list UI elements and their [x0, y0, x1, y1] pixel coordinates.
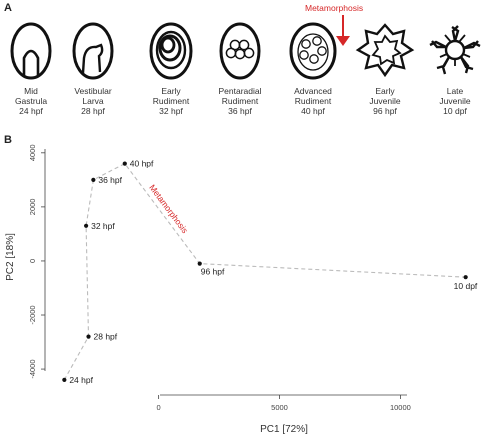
stage-time: 40 hpf	[301, 106, 325, 116]
stage-caption-late-juvenile: Late Juvenile 10 dpf	[425, 86, 485, 116]
stage-caption-pentaradial-rudiment: Pentaradial Rudiment 36 hpf	[210, 86, 270, 116]
point-label: 32 hpf	[91, 221, 115, 231]
stage-name-line1: Pentaradial	[218, 86, 262, 96]
stage-caption-advanced-rudiment: Advanced Rudiment 40 hpf	[283, 86, 343, 116]
metamorphosis-header-label: Metamorphosis	[305, 3, 364, 13]
panel-b-label: B	[4, 134, 12, 146]
y-axis-title: PC2 [18%]	[5, 233, 16, 281]
stage-name-line2: Juvenile	[369, 96, 401, 106]
early-juvenile-icon	[355, 23, 415, 78]
vestibular-larva-icon	[72, 22, 114, 80]
x-tick-label: 5000	[271, 403, 288, 412]
pentaradial-rudiment-icon	[219, 22, 261, 80]
stage-time: 24 hpf	[19, 106, 43, 116]
early-rudiment-icon	[149, 22, 193, 80]
stage-caption-early-juvenile: Early Juvenile 96 hpf	[355, 86, 415, 116]
data-point	[463, 275, 468, 280]
metamorphosis-plot-label: Metamorphosis	[147, 183, 190, 235]
data-point	[122, 161, 127, 166]
stage-name-line1: Advanced	[294, 86, 332, 96]
stage-caption-early-rudiment: Early Rudiment 32 hpf	[141, 86, 201, 116]
point-label: 10 dpf	[454, 281, 478, 291]
y-tick-label: 0	[28, 259, 37, 263]
stage-name-line1: Early	[375, 86, 395, 96]
point-label: 40 hpf	[130, 159, 154, 169]
point-label: 28 hpf	[94, 332, 118, 342]
stage-time: 96 hpf	[373, 106, 397, 116]
stage-name-line2: Juvenile	[439, 96, 471, 106]
data-point	[86, 334, 91, 339]
stage-name-line2: Rudiment	[294, 96, 332, 106]
stage-caption-vestibular-larva: Vestibular Larva 28 hpf	[63, 86, 123, 116]
late-juvenile-icon	[429, 25, 481, 75]
y-tick-label: -2000	[28, 305, 37, 324]
x-tick-label: 0	[157, 403, 161, 412]
stage-name-line2: Rudiment	[152, 96, 190, 106]
stage-name-line2: Rudiment	[221, 96, 259, 106]
y-tick-label: -4000	[28, 359, 37, 378]
y-tick-label: 4000	[28, 144, 37, 161]
stage-caption-gastrula: Mid Gastrula 24 hpf	[1, 86, 61, 116]
x-tick-label: 10000	[390, 403, 411, 412]
x-axis-title: PC1 [72%]	[260, 424, 308, 435]
data-point	[83, 223, 89, 228]
point-label: 24 hpf	[69, 375, 93, 385]
stage-name-line2: Gastrula	[14, 96, 48, 106]
gastrula-icon	[10, 22, 52, 80]
advanced-rudiment-icon	[289, 22, 337, 80]
trajectory-dashed-line	[63, 162, 466, 381]
stage-name-line1: Mid	[24, 86, 38, 96]
stage-name-line1: Early	[161, 86, 181, 96]
metamorphosis-arrow-icon	[336, 36, 350, 46]
stage-name-line2: Larva	[82, 96, 104, 106]
stage-time: 36 hpf	[228, 106, 252, 116]
stage-illustrations	[10, 15, 481, 80]
data-point	[62, 377, 67, 382]
data-point	[91, 177, 96, 182]
stage-time: 10 dpf	[443, 106, 467, 116]
point-label: 96 hpf	[201, 267, 225, 277]
y-tick-label: 2000	[28, 199, 37, 216]
panel-a-label: A	[4, 2, 12, 14]
data-point	[197, 261, 202, 266]
stage-name-line1: Late	[446, 86, 464, 96]
point-label: 36 hpf	[98, 175, 122, 185]
stage-name-line1: Vestibular	[74, 86, 112, 96]
stage-time: 28 hpf	[81, 106, 105, 116]
stage-time: 32 hpf	[159, 106, 183, 116]
